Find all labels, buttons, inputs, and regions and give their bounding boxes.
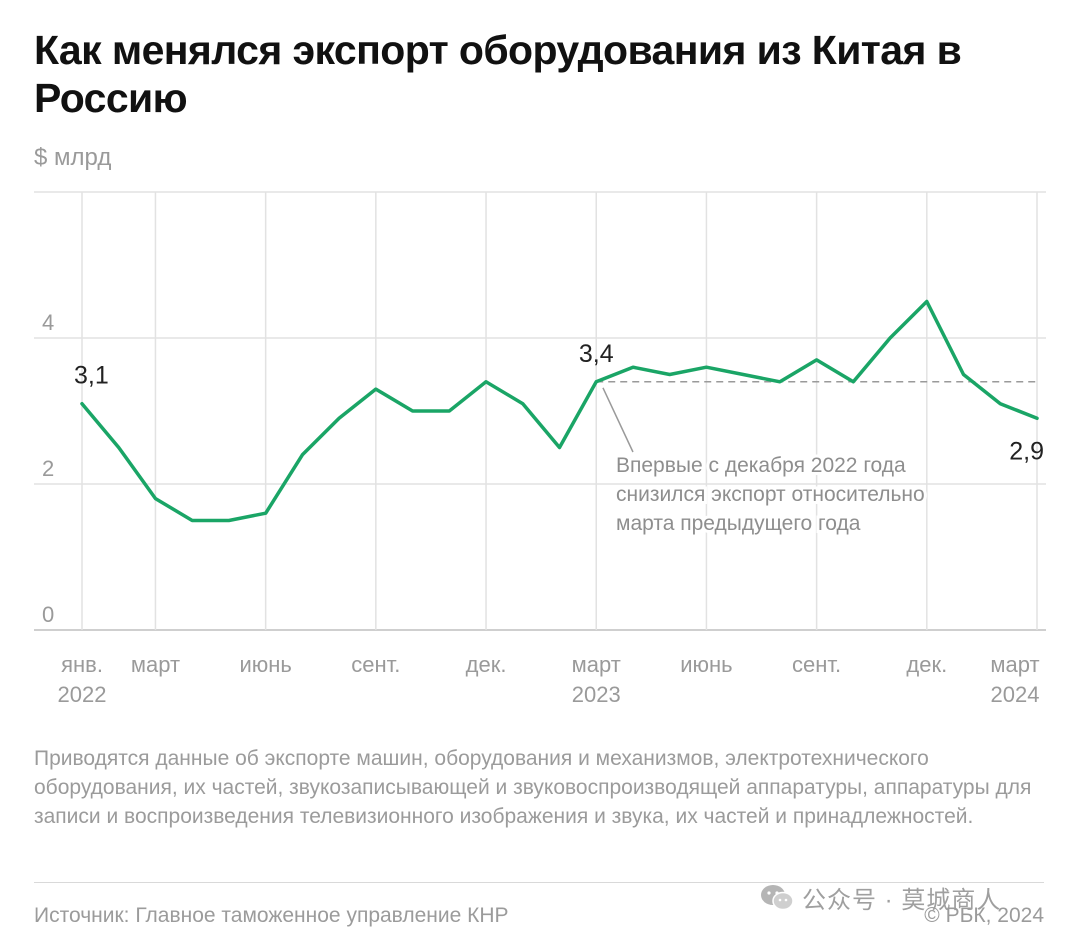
wechat-icon (760, 884, 794, 912)
data-label: 3,4 (579, 340, 614, 368)
x-tick-label: дек. (906, 652, 947, 677)
x-tick-label: сент. (792, 652, 841, 677)
x-tick-label: сент. (351, 652, 400, 677)
x-tick-label: март (990, 652, 1039, 677)
x-tick-label: март (131, 652, 180, 677)
footnote: Приводятся данные об экспорте машин, обо… (34, 747, 1032, 828)
data-label: 2,9 (1009, 437, 1044, 465)
divider (34, 882, 1044, 883)
copyright: © РБК, 2024 (924, 904, 1044, 927)
x-tick-year: 2023 (572, 682, 621, 707)
annotation-line: Впервые с декабря 2022 года (616, 454, 906, 477)
line-chart: 0 2 4 янв. 2022 март июнь сент. дек. март 2023 июнь… (34, 191, 1046, 707)
y-tick-label: 0 (42, 602, 54, 627)
annotation-line: снизился экспорт относительно (616, 483, 925, 506)
x-tick-label: июнь (680, 652, 732, 677)
series-line (80, 299, 1039, 523)
x-tick-label: март (572, 652, 621, 677)
x-tick-label: янв. (61, 652, 103, 677)
source-note: Источник: Главное таможенное управление … (34, 904, 509, 927)
unit-label: $ млрд (34, 144, 112, 171)
annotation-leader (602, 387, 634, 453)
watermark-text: 公众号 · 莫城商人 (802, 887, 1002, 914)
watermark: 公众号 · 莫城商人 (760, 880, 1001, 915)
y-tick-label: 4 (42, 310, 54, 335)
x-tick-year: 2022 (58, 682, 107, 707)
chart-title: Как менялся экспорт оборудования из Кита… (34, 27, 962, 121)
x-tick-label: июнь (239, 652, 291, 677)
y-tick-label: 2 (42, 456, 54, 481)
data-label: 3,1 (74, 362, 109, 390)
x-tick-label: дек. (466, 652, 507, 677)
x-tick-year: 2024 (991, 682, 1040, 707)
annotation-line: марта предыдущего года (616, 512, 861, 535)
